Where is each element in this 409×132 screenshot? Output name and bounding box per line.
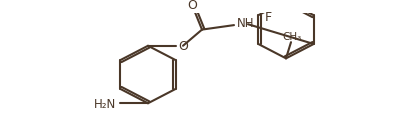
Text: H₂N: H₂N (94, 98, 116, 111)
Text: CH₃: CH₃ (282, 32, 301, 42)
Text: NH: NH (236, 17, 254, 30)
Text: O: O (187, 0, 196, 12)
Text: O: O (178, 40, 187, 53)
Text: F: F (264, 11, 271, 23)
